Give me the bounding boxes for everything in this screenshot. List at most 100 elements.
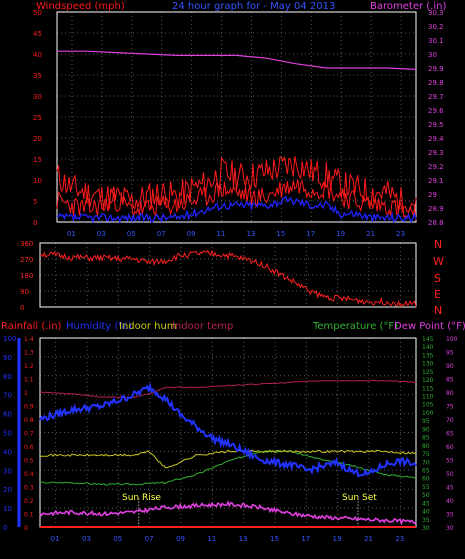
time-tick-label: 03: [82, 535, 91, 543]
dew-point-tick-label: 40: [446, 498, 454, 505]
rainfall-tick-label: 0.5: [24, 458, 34, 465]
wind-barometer-panel: 0510152025303540455028.828.92929.129.229…: [33, 9, 444, 238]
rainfall-tick-label: 0: [24, 525, 28, 532]
temperature-tick-label: 125: [422, 369, 434, 376]
wind-direction-panel: 0 90 180 270 360: [20, 240, 417, 312]
time-tick-label: 01: [67, 230, 76, 238]
rainfall-tick-label: 1.4: [24, 336, 34, 343]
time-tick-label: 03: [97, 230, 106, 238]
windspeed-tick-label: 50: [33, 9, 42, 17]
rainfall-tick-label: 1.3: [24, 350, 34, 357]
windspeed-tick-label: 45: [33, 30, 42, 38]
temperature-tick-label: 55: [422, 484, 430, 491]
dew-point-tick-label: 50: [446, 471, 454, 478]
dew-point-line: [39, 500, 417, 526]
humidity-tick-label: 50: [3, 430, 12, 438]
windspeed-tick-label: 30: [33, 93, 42, 101]
barometer-tick-label: 28.9: [428, 205, 444, 213]
legend-dew-point: Dew Point (°F): [394, 321, 465, 332]
rainfall-tick-label: 0.9: [24, 404, 34, 411]
barometer-tick-label: 29.7: [428, 93, 444, 101]
time-tick-label: 17: [301, 535, 310, 543]
wind-gust-line: [56, 155, 417, 219]
direction-tick-label: 360: [20, 240, 33, 248]
temperature-tick-label: 65: [422, 467, 430, 474]
legend-temperature: Temperature (°F): [312, 321, 398, 332]
dew-point-tick-label: 70: [446, 417, 454, 424]
windspeed-tick-label: 15: [33, 156, 42, 164]
humidity-tick-label: 40: [3, 448, 12, 456]
humidity-tick-label: 80: [3, 373, 12, 381]
windspeed-tick-label: 0: [33, 219, 37, 227]
windspeed-line: [56, 179, 417, 221]
rainfall-tick-label: 1: [24, 390, 28, 397]
direction-label-e: E: [434, 288, 441, 301]
rainfall-tick-label: 0.4: [24, 471, 34, 478]
direction-tick-label: 180: [20, 272, 33, 280]
barometer-tick-label: 30: [428, 51, 437, 59]
barometer-line: [57, 50, 417, 70]
windspeed-tick-label: 20: [33, 135, 42, 143]
time-tick-label: 09: [176, 535, 185, 543]
chart-title: 24 hour graph for - May 04 2013: [172, 1, 335, 12]
humidity-tick-label: 20: [3, 486, 12, 494]
barometer-tick-label: 30.1: [428, 37, 444, 45]
barometer-tick-label: 29.2: [428, 163, 444, 171]
dew-point-tick-label: 35: [446, 512, 454, 519]
time-tick-label: 13: [246, 230, 255, 238]
time-tick-label: 11: [217, 230, 226, 238]
direction-label-s: S: [434, 272, 441, 285]
barometer-tick-label: 29.8: [428, 79, 444, 87]
temperature-tick-label: 75: [422, 451, 430, 458]
dew-point-tick-label: 90: [446, 363, 454, 370]
direction-label-w: W: [433, 255, 444, 268]
dew-point-tick-label: 85: [446, 377, 454, 384]
rainfall-tick-label: 0.6: [24, 444, 34, 451]
dew-point-tick-label: 95: [446, 350, 454, 357]
temperature-tick-label: 50: [422, 492, 430, 499]
temperature-humidity-panel: 010203040506070809010000.10.20.30.40.50.…: [3, 335, 458, 543]
barometer-tick-label: 28.8: [428, 219, 444, 227]
rainfall-tick-label: 0.3: [24, 485, 34, 492]
legend-indoor-temp: Indoor temp: [172, 321, 233, 332]
temperature-tick-label: 85: [422, 435, 430, 442]
time-tick-label: 21: [366, 230, 375, 238]
windspeed-tick-label: 40: [33, 51, 42, 59]
rainfall-tick-label: 0.1: [24, 512, 34, 519]
time-tick-label: 15: [270, 535, 279, 543]
indoor-humidity-line: [40, 449, 417, 469]
barometer-tick-label: 29.1: [428, 177, 444, 185]
temperature-tick-label: 35: [422, 517, 430, 524]
humidity-line: [39, 382, 417, 478]
temperature-tick-label: 90: [422, 426, 430, 433]
time-tick-label: 11: [207, 535, 216, 543]
sun-set-label: Sun Set: [342, 493, 377, 503]
barometer-tick-label: 29: [428, 191, 437, 199]
wind-direction-line: [39, 249, 417, 308]
humidity-tick-label: 70: [3, 392, 12, 400]
barometer-tick-label: 30.2: [428, 23, 444, 31]
windspeed-tick-label: 10: [33, 177, 42, 185]
temperature-tick-label: 145: [422, 336, 434, 343]
temperature-tick-label: 105: [422, 402, 434, 409]
temperature-tick-label: 40: [422, 509, 430, 516]
plot-frame: [56, 11, 417, 223]
sun-rise-label: Sun Rise: [122, 493, 161, 503]
time-tick-label: 07: [157, 230, 166, 238]
humidity-tick-label: 60: [3, 411, 12, 419]
humidity-tick-label: 10: [3, 505, 12, 513]
time-tick-label: 19: [333, 535, 342, 543]
temperature-tick-label: 120: [422, 377, 434, 384]
rainfall-tick-label: 0.8: [24, 417, 34, 424]
humidity-tick-label: 0: [3, 524, 7, 532]
windspeed-tick-label: 5: [33, 198, 37, 206]
temperature-tick-label: 30: [422, 525, 430, 532]
temperature-tick-label: 140: [422, 344, 434, 351]
legend-indoor-hum: Indoor hum: [119, 321, 177, 332]
time-tick-label: 13: [239, 535, 248, 543]
barometer-tick-label: 29.4: [428, 135, 444, 143]
temperature-tick-label: 110: [422, 394, 434, 401]
time-tick-label: 05: [113, 535, 122, 543]
temperature-tick-label: 80: [422, 443, 430, 450]
dew-point-tick-label: 80: [446, 390, 454, 397]
